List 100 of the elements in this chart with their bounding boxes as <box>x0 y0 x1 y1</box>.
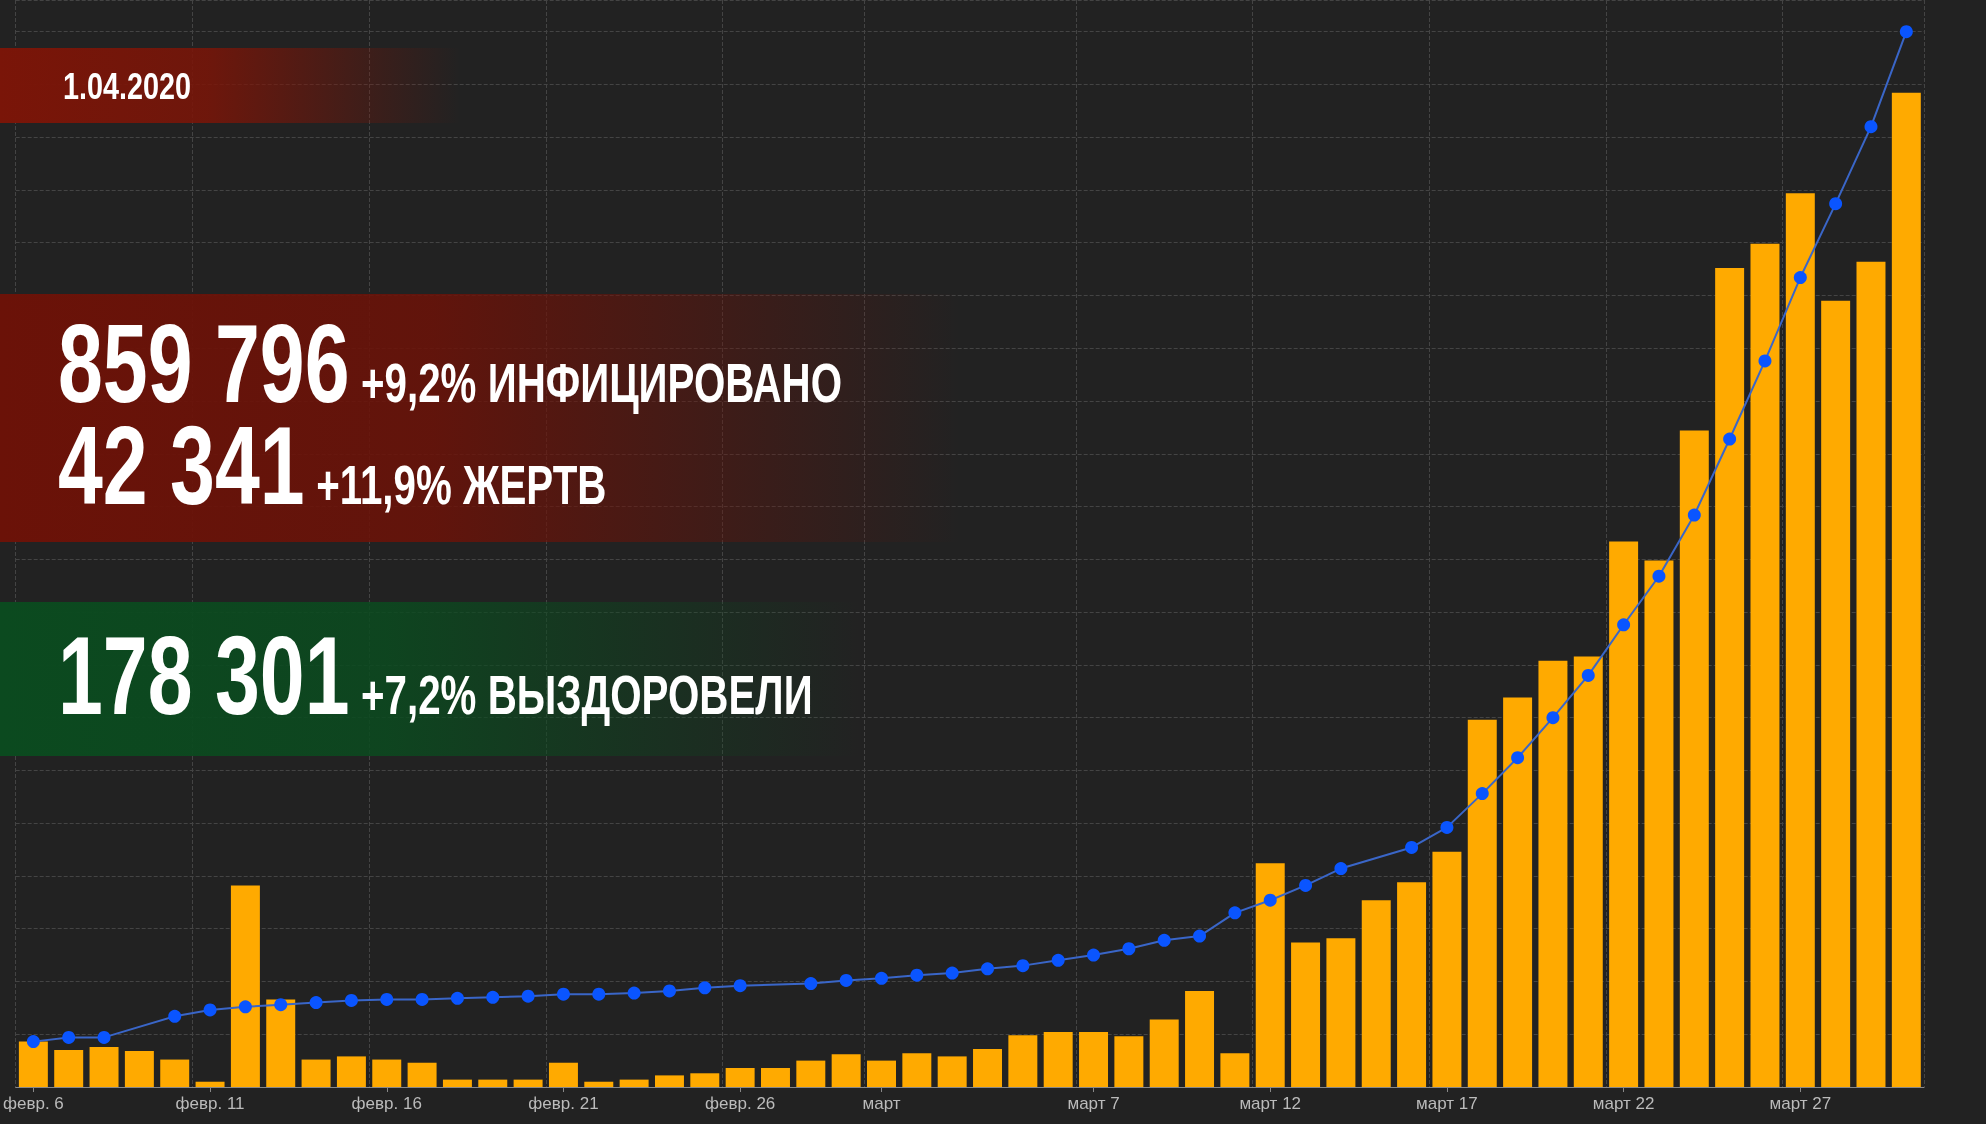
bar <box>1785 193 1815 1087</box>
point <box>1228 906 1242 920</box>
point <box>203 1003 217 1017</box>
bar <box>1467 719 1497 1087</box>
bar <box>973 1049 1002 1087</box>
bar <box>1079 1032 1109 1087</box>
point <box>1122 942 1136 956</box>
bar <box>1361 900 1391 1087</box>
bar <box>760 1068 790 1087</box>
point <box>1051 953 1065 967</box>
bar <box>1397 882 1427 1087</box>
point <box>804 977 818 991</box>
point <box>1475 787 1489 801</box>
point <box>415 992 429 1006</box>
point <box>733 979 747 993</box>
bar <box>1220 1053 1250 1087</box>
bar <box>54 1050 84 1087</box>
bar <box>584 1081 614 1087</box>
point <box>1546 711 1560 725</box>
point <box>981 962 995 976</box>
bar <box>195 1081 225 1087</box>
bar <box>89 1046 119 1087</box>
bar <box>937 1056 967 1087</box>
x-tick-label: март 17 <box>1416 1094 1478 1113</box>
bar <box>266 999 296 1087</box>
point <box>1299 878 1313 892</box>
point <box>168 1009 182 1023</box>
point <box>62 1030 76 1044</box>
bar <box>1503 697 1533 1087</box>
annotation: 178 301 <box>58 613 350 738</box>
bar <box>548 1062 578 1087</box>
bar <box>619 1079 649 1087</box>
point <box>627 986 641 1000</box>
point <box>1405 840 1419 854</box>
point <box>450 991 464 1005</box>
bar <box>1750 243 1780 1087</box>
bar <box>796 1060 826 1087</box>
bar <box>1715 268 1745 1087</box>
point <box>309 996 323 1010</box>
point <box>486 990 500 1004</box>
x-tick-label: февр. 26 <box>704 1094 776 1113</box>
bar <box>831 1054 861 1087</box>
bar <box>478 1079 508 1087</box>
point <box>1899 25 1913 39</box>
bar <box>1573 656 1603 1087</box>
point <box>1793 271 1807 285</box>
point <box>26 1035 40 1049</box>
annotation: +9,2% ИНФИЦИРОВАНО <box>361 351 843 414</box>
point <box>662 984 676 998</box>
bar <box>1856 261 1886 1087</box>
point <box>238 1000 252 1014</box>
point <box>1758 354 1772 368</box>
point <box>1263 893 1277 907</box>
bar <box>690 1073 720 1087</box>
bar <box>1255 863 1285 1087</box>
bar <box>867 1060 896 1087</box>
point <box>910 968 924 982</box>
bar <box>336 1056 366 1087</box>
point <box>380 992 394 1006</box>
bar <box>1891 92 1921 1087</box>
x-tick-label: март 7 <box>1067 1094 1120 1113</box>
point <box>97 1030 111 1044</box>
bar <box>1609 541 1639 1087</box>
point <box>875 971 888 985</box>
bar <box>1114 1036 1144 1087</box>
bar <box>372 1059 402 1087</box>
bar <box>902 1053 932 1087</box>
bar <box>442 1079 472 1087</box>
x-tick-label: февр. 16 <box>351 1094 422 1113</box>
point <box>1581 668 1595 682</box>
point <box>1829 197 1843 211</box>
point <box>1157 933 1171 947</box>
point <box>1334 862 1348 876</box>
x-tick-label: февр. 6 <box>2 1094 64 1113</box>
x-tick-label: март 22 <box>1592 1094 1655 1113</box>
bar <box>407 1062 437 1087</box>
x-tick-label: март 27 <box>1769 1094 1832 1113</box>
bar <box>1326 938 1356 1087</box>
bar <box>230 885 260 1087</box>
point <box>1652 569 1666 583</box>
bar <box>1008 1035 1038 1087</box>
bar <box>18 1041 48 1087</box>
bar <box>1644 560 1674 1087</box>
point <box>1440 820 1454 834</box>
x-tick-label: март 12 <box>1239 1094 1302 1113</box>
bar <box>1291 942 1321 1087</box>
point <box>698 981 712 995</box>
bar <box>654 1075 684 1087</box>
bar <box>513 1079 543 1087</box>
annotation: +7,2% ВЫЗДОРОВЕЛИ <box>361 663 813 726</box>
point <box>1193 929 1207 943</box>
x-tick-label: февр. 21 <box>528 1094 599 1113</box>
point <box>344 993 358 1007</box>
point <box>945 966 959 980</box>
bar <box>1821 300 1851 1087</box>
point <box>1087 948 1101 962</box>
point <box>521 989 535 1003</box>
point <box>1723 432 1737 446</box>
point <box>592 987 606 1001</box>
x-tick-label: февр. 11 <box>175 1094 245 1113</box>
